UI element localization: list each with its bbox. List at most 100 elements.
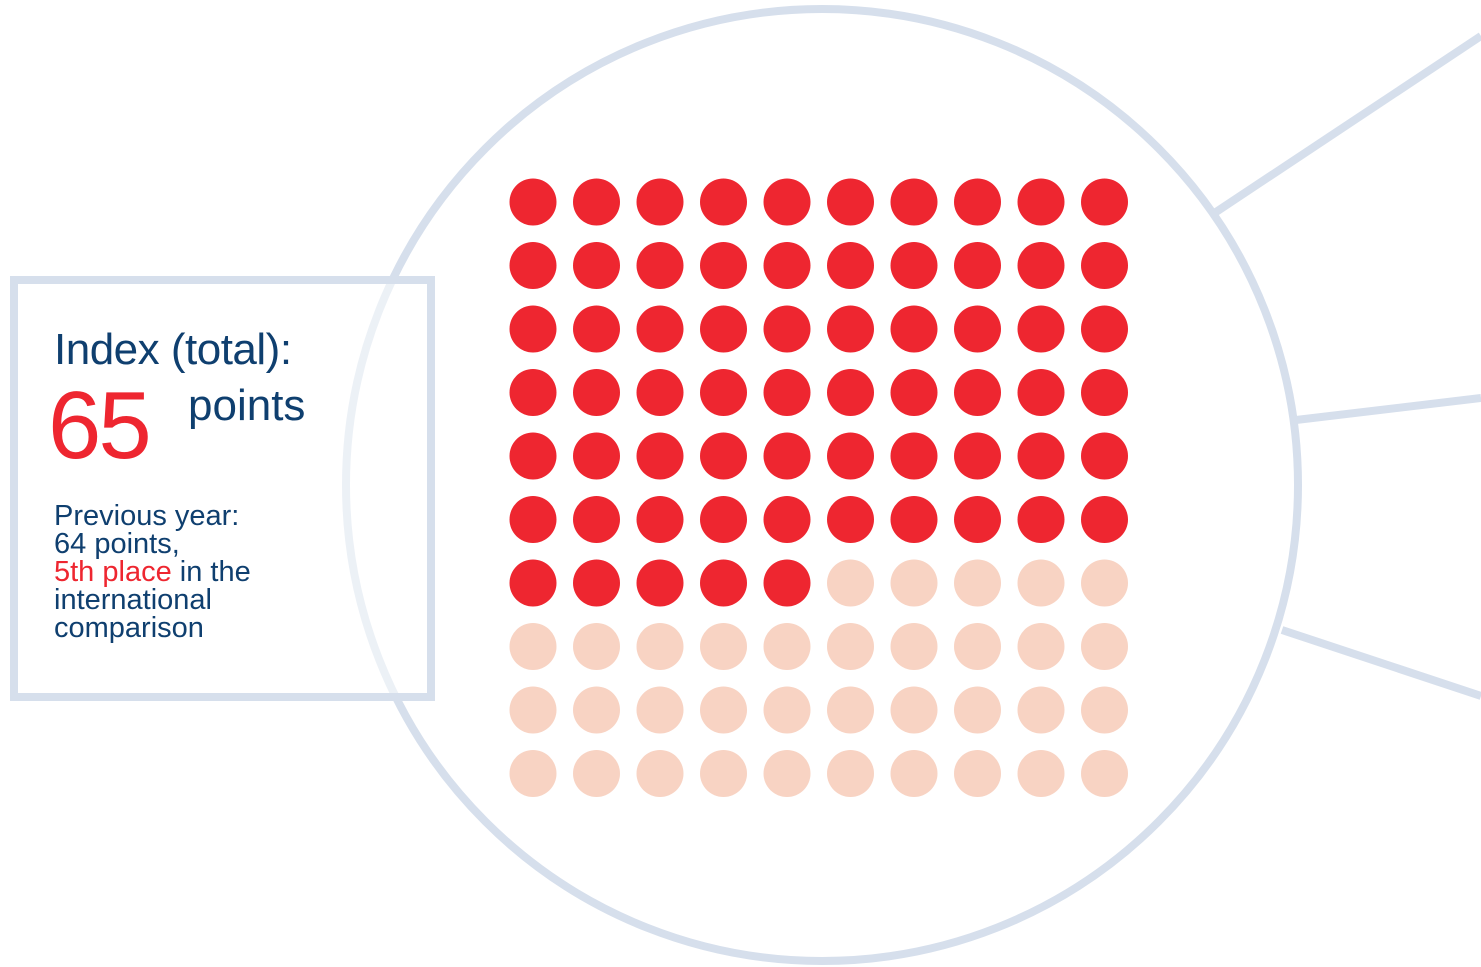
dot-filled — [954, 242, 1001, 289]
dot-empty — [954, 750, 1001, 797]
dot-empty — [1081, 559, 1128, 607]
dot-filled — [890, 432, 938, 480]
dot-filled — [509, 178, 557, 226]
dot-empty — [890, 750, 938, 797]
dot-filled — [509, 369, 557, 416]
dot-empty — [1017, 623, 1065, 670]
dot-empty — [954, 623, 1001, 670]
dot-empty — [763, 750, 811, 797]
dot-filled — [954, 369, 1001, 416]
dot-filled — [509, 305, 557, 353]
dot-filled — [636, 305, 684, 353]
dot-empty — [573, 623, 620, 670]
dot-empty — [763, 686, 811, 734]
dot-empty — [509, 686, 557, 734]
dot-filled — [763, 496, 811, 543]
dot-filled — [827, 369, 874, 416]
dot-filled — [827, 432, 874, 480]
dot-empty — [700, 623, 747, 670]
dot-filled — [954, 305, 1001, 353]
dot-filled — [636, 496, 684, 543]
dot-filled — [573, 178, 620, 226]
dot-filled — [700, 432, 747, 480]
dot-filled — [763, 178, 811, 226]
dot-filled — [1017, 369, 1065, 416]
dot-filled — [509, 496, 557, 543]
dot-filled — [573, 496, 620, 543]
dot-empty — [954, 559, 1001, 607]
dot-filled — [954, 432, 1001, 480]
dot-filled — [636, 242, 684, 289]
dot-filled — [827, 496, 874, 543]
dot-filled — [573, 369, 620, 416]
dot-filled — [827, 242, 874, 289]
dot-filled — [1081, 242, 1128, 289]
dot-empty — [636, 686, 684, 734]
dot-empty — [1017, 750, 1065, 797]
dot-filled — [636, 178, 684, 226]
dot-filled — [509, 559, 557, 607]
dot-filled — [700, 369, 747, 416]
dot-filled — [636, 432, 684, 480]
dot-empty — [509, 623, 557, 670]
dot-empty — [1017, 686, 1065, 734]
dot-empty — [636, 750, 684, 797]
dot-filled — [1017, 242, 1065, 289]
connector-line-middle — [1295, 394, 1481, 424]
dot-filled — [890, 242, 938, 289]
index-unit: points — [188, 381, 306, 430]
dot-empty — [1081, 623, 1128, 670]
dot-filled — [573, 432, 620, 480]
dot-filled — [890, 305, 938, 353]
dot-empty — [1081, 750, 1128, 797]
dot-empty — [890, 686, 938, 734]
previous-year-label: Previous year: — [54, 500, 240, 532]
dot-filled — [890, 369, 938, 416]
dot-filled — [636, 369, 684, 416]
dot-empty — [700, 686, 747, 734]
dot-filled — [1017, 178, 1065, 226]
dot-empty — [636, 623, 684, 670]
dot-empty — [1017, 559, 1065, 607]
dot-filled — [700, 496, 747, 543]
dot-filled — [1081, 305, 1128, 353]
dot-empty — [827, 623, 874, 670]
dot-filled — [1017, 496, 1065, 543]
dot-filled — [763, 432, 811, 480]
dot-filled — [573, 305, 620, 353]
previous-year-points: 64 points, — [54, 528, 180, 560]
dot-filled — [827, 178, 874, 226]
connector-line-bottom — [1280, 626, 1481, 700]
dot-filled — [573, 559, 620, 607]
dot-filled — [763, 242, 811, 289]
comparison-line-1: international — [54, 584, 212, 616]
dot-empty — [509, 750, 557, 797]
dot-filled — [954, 496, 1001, 543]
dot-filled — [954, 178, 1001, 226]
dot-filled — [509, 242, 557, 289]
dot-filled — [1081, 496, 1128, 543]
dot-empty — [890, 623, 938, 670]
rank-suffix: in the — [171, 556, 251, 588]
dot-filled — [573, 242, 620, 289]
index-title: Index (total): — [54, 325, 292, 374]
previous-year-details: Previous year: 64 points, 5th place in t… — [54, 500, 251, 643]
dot-filled — [1081, 369, 1128, 416]
dot-empty — [573, 750, 620, 797]
rank-highlight: 5th place — [54, 556, 172, 588]
rank-line: 5th place in the — [54, 556, 251, 588]
dot-empty — [1081, 686, 1128, 734]
dot-empty — [827, 750, 874, 797]
dot-filled — [763, 305, 811, 353]
dot-empty — [573, 686, 620, 734]
dot-filled — [1017, 305, 1065, 353]
dot-filled — [890, 178, 938, 226]
dot-filled — [763, 559, 811, 607]
dot-empty — [827, 686, 874, 734]
dot-filled — [700, 242, 747, 289]
dot-filled — [1081, 178, 1128, 226]
dot-empty — [890, 559, 938, 607]
dot-filled — [636, 559, 684, 607]
dot-filled — [827, 305, 874, 353]
dot-empty — [700, 750, 747, 797]
